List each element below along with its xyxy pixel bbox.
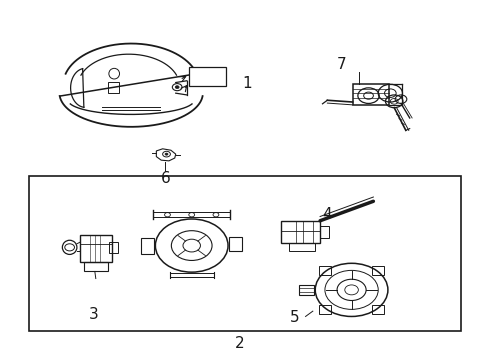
Bar [299,284,314,295]
Bar [108,82,119,93]
Bar [229,238,242,251]
Bar [372,305,384,314]
Bar [319,305,331,314]
Bar [281,221,320,243]
Bar [141,238,154,255]
Text: 2: 2 [235,336,245,351]
Bar [189,67,225,86]
Bar [29,176,461,330]
Text: 6: 6 [161,171,171,186]
Circle shape [175,86,179,89]
Circle shape [165,153,168,155]
Bar [109,242,118,253]
Bar [319,266,331,275]
Bar [80,235,112,261]
Bar [372,266,384,275]
Bar [289,243,315,251]
Text: 1: 1 [243,76,252,91]
Text: 4: 4 [322,207,332,222]
Bar [352,84,389,105]
Bar [320,226,329,238]
Text: 3: 3 [89,307,98,322]
Text: 5: 5 [290,310,299,325]
Text: 7: 7 [337,57,347,72]
Bar [84,261,108,271]
